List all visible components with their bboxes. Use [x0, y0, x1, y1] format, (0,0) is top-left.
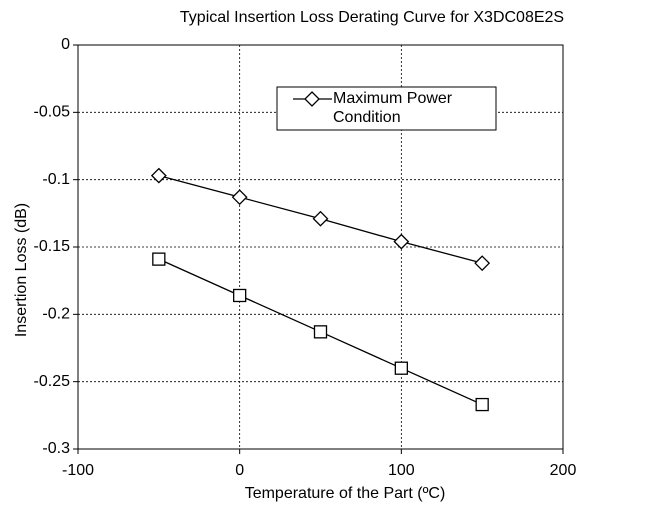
y-axis-label: Insertion Loss (dB)	[13, 203, 30, 337]
y-tick-label: 0	[61, 36, 70, 53]
plot-border	[77, 44, 564, 450]
y-tick-label: -0.2	[42, 306, 70, 323]
marker	[152, 252, 166, 266]
legend-text: Maximum Power Condition	[333, 90, 453, 126]
y-tick-label: -0.15	[34, 238, 71, 255]
y-tick-label: -0.1	[42, 171, 70, 188]
y-tick-label: -0.3	[42, 440, 70, 457]
marker	[313, 325, 328, 339]
marker	[233, 288, 247, 303]
x-tick-label: 0	[235, 462, 244, 479]
y-tick-label: -0.25	[34, 373, 71, 390]
marker	[150, 167, 167, 184]
legend: Maximum Power Condition	[293, 90, 453, 126]
marker	[394, 361, 408, 375]
x-tick-label: 100	[388, 462, 415, 479]
marker	[393, 233, 410, 250]
y-tick-label: -0.05	[34, 104, 71, 121]
marker	[475, 397, 489, 412]
x-axis-label: Temperature of the Part (ºC)	[245, 485, 446, 502]
plot-area: 0 -0.05 -0.1 -0.15 -0.2 -0.25 -0.3 -100 0 100 200	[34, 36, 577, 479]
marker	[231, 189, 248, 206]
x-tick-label: 200	[550, 462, 577, 479]
x-tick-label: -100	[62, 462, 94, 479]
legend-label: Maximum Power Condition	[333, 90, 453, 126]
marker	[312, 210, 329, 227]
marker	[304, 91, 320, 107]
marker	[474, 255, 491, 272]
chart-title: Typical Insertion Loss Derating Curve fo…	[180, 9, 564, 26]
